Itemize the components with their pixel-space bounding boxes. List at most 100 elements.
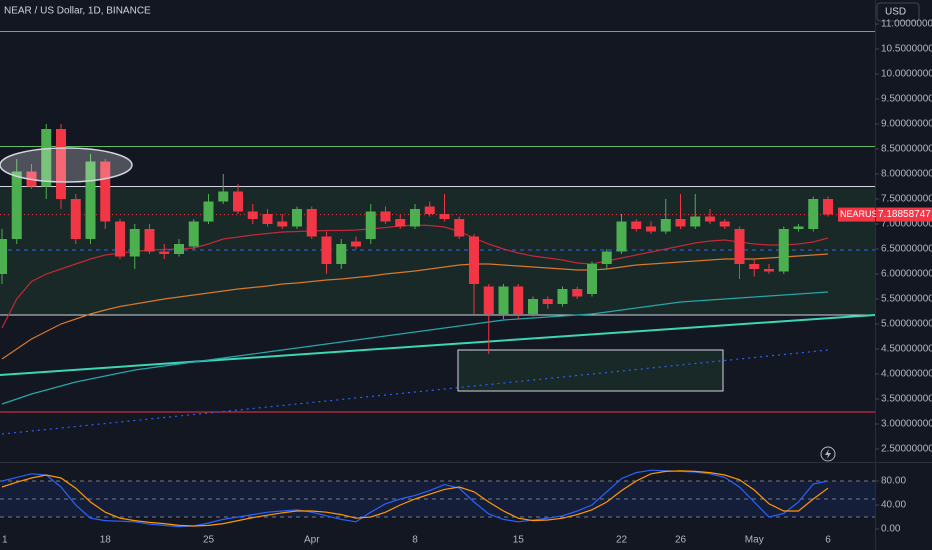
y-tick-label: 8.00000000 bbox=[881, 169, 932, 180]
candle-body bbox=[705, 216, 715, 222]
x-tick-label: 26 bbox=[675, 535, 687, 546]
y-tick-label: 7.00000000 bbox=[881, 219, 932, 230]
symbol-label-box bbox=[838, 207, 875, 222]
alert-icon[interactable] bbox=[820, 446, 836, 462]
currency-label[interactable]: USD bbox=[885, 7, 906, 18]
last-price-label: 7.18858747 bbox=[878, 209, 931, 220]
x-tick-label: 25 bbox=[203, 535, 215, 546]
candle-body bbox=[351, 241, 361, 247]
x-tick-label: May bbox=[745, 535, 764, 546]
candle-body bbox=[439, 214, 450, 219]
candle-body bbox=[100, 161, 111, 222]
candle-body bbox=[85, 161, 96, 239]
candle-body bbox=[233, 191, 243, 212]
candle-body bbox=[277, 221, 288, 227]
y-tick-label: 6.50000000 bbox=[881, 244, 932, 255]
candle-body bbox=[129, 229, 140, 257]
candle-body bbox=[513, 286, 524, 314]
candle-body bbox=[454, 219, 465, 237]
x-tick-label: 22 bbox=[616, 535, 628, 546]
y-tick-label: 7.50000000 bbox=[881, 194, 932, 205]
oscillator-line bbox=[1, 470, 829, 527]
candle-body bbox=[631, 221, 642, 229]
candle-body bbox=[749, 264, 760, 269]
oscillator-y-tick-label: 80.00 bbox=[881, 476, 906, 487]
candle-body bbox=[469, 236, 479, 284]
candle-body bbox=[11, 171, 22, 239]
candle-body bbox=[306, 209, 317, 237]
candle-body bbox=[424, 206, 435, 214]
candle-body bbox=[262, 214, 273, 224]
candle-body bbox=[528, 299, 538, 314]
candle-body bbox=[601, 251, 612, 264]
candle-body bbox=[675, 219, 686, 227]
box-annotation bbox=[457, 349, 724, 392]
moving-average bbox=[1, 291, 829, 405]
currency-box[interactable] bbox=[876, 2, 920, 22]
candle-body bbox=[734, 229, 745, 264]
candle-body bbox=[365, 211, 376, 239]
candle-body bbox=[159, 251, 170, 254]
x-tick-label: 1 bbox=[2, 535, 8, 546]
y-tick-label: 5.00000000 bbox=[881, 319, 932, 330]
moving-average bbox=[1, 349, 829, 435]
candle-body bbox=[321, 236, 332, 264]
y-tick-label: 10.00000000 bbox=[881, 69, 932, 80]
candle-body bbox=[336, 244, 347, 264]
candle-body bbox=[56, 129, 66, 199]
x-tick-label: 18 bbox=[100, 535, 112, 546]
y-tick-label: 4.00000000 bbox=[881, 369, 932, 380]
last-price-box bbox=[876, 207, 932, 222]
candle-body bbox=[793, 226, 804, 229]
moving-average bbox=[1, 253, 829, 360]
y-tick-label: 5.50000000 bbox=[881, 294, 932, 305]
candle-body bbox=[616, 221, 627, 252]
candle-body bbox=[557, 289, 568, 304]
candle-body bbox=[646, 226, 656, 232]
y-tick-label: 10.50000000 bbox=[881, 44, 932, 55]
candle-body bbox=[808, 199, 819, 229]
symbol-label: NEARUSD bbox=[840, 209, 885, 219]
x-tick-label: 15 bbox=[513, 535, 525, 546]
y-tick-label: 11.00000000 bbox=[881, 19, 932, 30]
candle-body bbox=[483, 286, 494, 314]
candle-body bbox=[218, 191, 229, 202]
y-tick-label: 6.00000000 bbox=[881, 269, 932, 280]
main-pane bbox=[0, 31, 876, 435]
oscillator-y-tick-label: 40.00 bbox=[881, 500, 906, 511]
y-tick-label: 9.00000000 bbox=[881, 119, 932, 130]
candle-body bbox=[572, 289, 583, 297]
candle-body bbox=[542, 299, 553, 304]
y-tick-label: 4.50000000 bbox=[881, 344, 932, 355]
candle-body bbox=[380, 211, 391, 222]
candle-body bbox=[188, 221, 199, 247]
candle-body bbox=[41, 129, 52, 187]
candle-body bbox=[203, 201, 214, 222]
candle-body bbox=[660, 219, 671, 232]
y-tick-label: 8.50000000 bbox=[881, 144, 932, 155]
candle-body bbox=[292, 209, 302, 227]
y-tick-label: 9.50000000 bbox=[881, 94, 932, 105]
x-tick-label: 6 bbox=[825, 535, 831, 546]
candle-body bbox=[0, 239, 7, 274]
candle-body bbox=[498, 286, 509, 314]
candle-body bbox=[247, 211, 258, 219]
candle-body bbox=[410, 209, 420, 227]
y-tick-label: 3.50000000 bbox=[881, 394, 932, 405]
candle-body bbox=[587, 264, 597, 294]
y-tick-label: 2.50000000 bbox=[881, 444, 932, 455]
candle-body bbox=[764, 269, 774, 272]
candle-body bbox=[719, 221, 730, 227]
y-tick-label: 3.00000000 bbox=[881, 419, 932, 430]
candle-body bbox=[115, 221, 125, 257]
candle-body bbox=[70, 199, 81, 239]
candle-body bbox=[690, 216, 701, 227]
oscillator-y-tick-label: 0.00 bbox=[881, 524, 901, 535]
candle-body bbox=[174, 244, 184, 254]
ellipse-annotation bbox=[0, 147, 133, 183]
x-tick-label: 8 bbox=[412, 535, 418, 546]
x-tick-label: Apr bbox=[304, 535, 320, 546]
candle-body bbox=[395, 219, 406, 227]
